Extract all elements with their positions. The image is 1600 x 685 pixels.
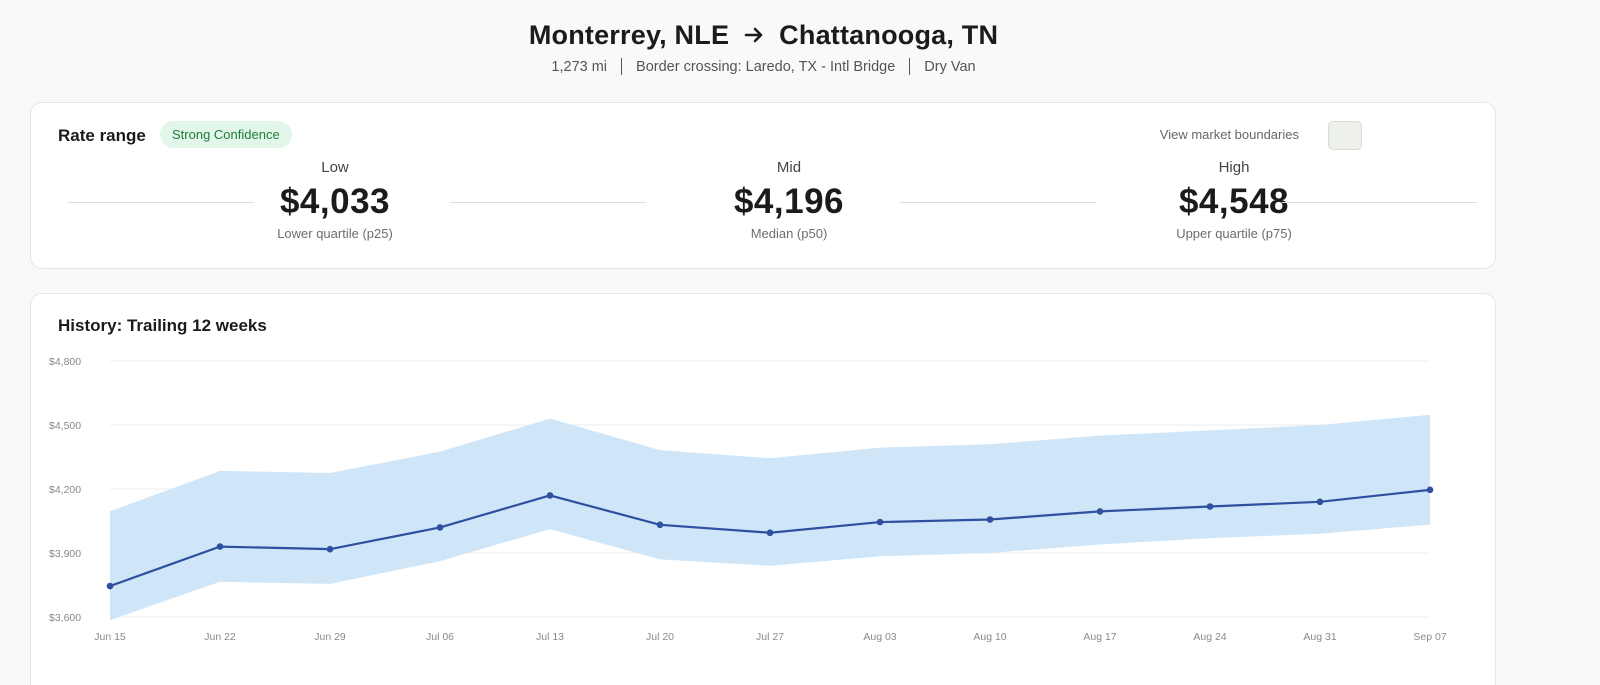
data-point [106, 582, 114, 590]
y-tick-label: $4,800 [49, 356, 81, 368]
low-rate: Low $4,033 Lower quartile (p25) [215, 159, 455, 241]
data-point [1206, 503, 1214, 510]
x-tick-label: Jul 27 [756, 631, 784, 643]
x-tick-label: Jun 15 [94, 631, 126, 643]
x-tick-label: Jun 29 [314, 631, 346, 643]
destination-label: Chattanooga, TN [779, 19, 999, 50]
equipment-type: Dry Van [924, 58, 976, 75]
y-tick-label: $4,200 [49, 484, 81, 496]
divider [909, 58, 911, 75]
distance: 1,273 mi [551, 58, 608, 75]
rate-band-area [110, 414, 1430, 621]
data-point [546, 492, 554, 499]
low-value: $4,033 [279, 182, 391, 221]
arrow-right-icon [743, 24, 765, 46]
mid-value: $4,196 [733, 182, 845, 221]
x-tick-label: Jul 06 [426, 631, 454, 643]
low-label: Low [321, 159, 349, 176]
data-point [986, 516, 994, 523]
market-boundaries-label: View market boundaries [1159, 127, 1299, 142]
range-line-low-mid [450, 202, 646, 203]
low-sub: Lower quartile (p25) [277, 226, 393, 241]
data-point [436, 524, 444, 531]
x-tick-label: Aug 17 [1083, 631, 1116, 643]
x-tick-label: Jul 13 [536, 631, 564, 643]
y-tick-label: $3,900 [49, 548, 81, 560]
mid-rate: Mid $4,196 Median (p50) [669, 159, 909, 241]
market-boundaries-toggle[interactable] [1328, 121, 1362, 150]
data-point [656, 521, 664, 529]
high-value: $4,548 [1178, 182, 1290, 221]
history-title: History: Trailing 12 weeks [58, 316, 267, 335]
route-meta: 1,273 mi Border crossing: Laredo, TX - I… [0, 58, 1527, 75]
range-line-high [1282, 202, 1477, 203]
data-point [766, 529, 774, 537]
data-point [326, 545, 334, 553]
x-tick-label: Sep 07 [1413, 631, 1446, 643]
data-point [1426, 486, 1434, 494]
mid-sub: Median (p50) [750, 226, 828, 241]
confidence-badge: Strong Confidence [160, 121, 292, 148]
y-tick-label: $4,500 [49, 420, 81, 432]
high-sub: Upper quartile (p75) [1176, 226, 1292, 241]
data-point [1096, 508, 1104, 515]
high-rate: High $4,548 Upper quartile (p75) [1114, 159, 1354, 241]
x-tick-label: Aug 03 [863, 631, 896, 643]
route-header: Monterrey, NLE Chattanooga, TN 1,273 mi … [0, 18, 1527, 75]
range-line-mid-high [900, 202, 1096, 203]
border-crossing: Border crossing: Laredo, TX - Intl Bridg… [636, 58, 896, 75]
x-tick-label: Aug 31 [1303, 631, 1336, 643]
origin-label: Monterrey, NLE [528, 19, 730, 50]
x-tick-label: Jun 22 [204, 631, 236, 643]
route-title: Monterrey, NLE Chattanooga, TN [0, 18, 1527, 52]
data-point [1316, 498, 1324, 506]
rate-range-title: Rate range [58, 126, 146, 145]
y-tick-label: $3,600 [49, 612, 81, 624]
x-tick-label: Aug 24 [1193, 631, 1226, 643]
high-label: High [1218, 159, 1250, 176]
data-point [876, 518, 884, 526]
rate-range-card: Rate range Strong Confidence View market… [30, 102, 1496, 269]
divider [621, 58, 623, 75]
mid-label: Mid [776, 159, 802, 176]
data-point [216, 543, 224, 550]
x-tick-label: Aug 10 [973, 631, 1006, 643]
x-tick-label: Jul 20 [646, 631, 674, 643]
range-line-low [68, 202, 254, 203]
